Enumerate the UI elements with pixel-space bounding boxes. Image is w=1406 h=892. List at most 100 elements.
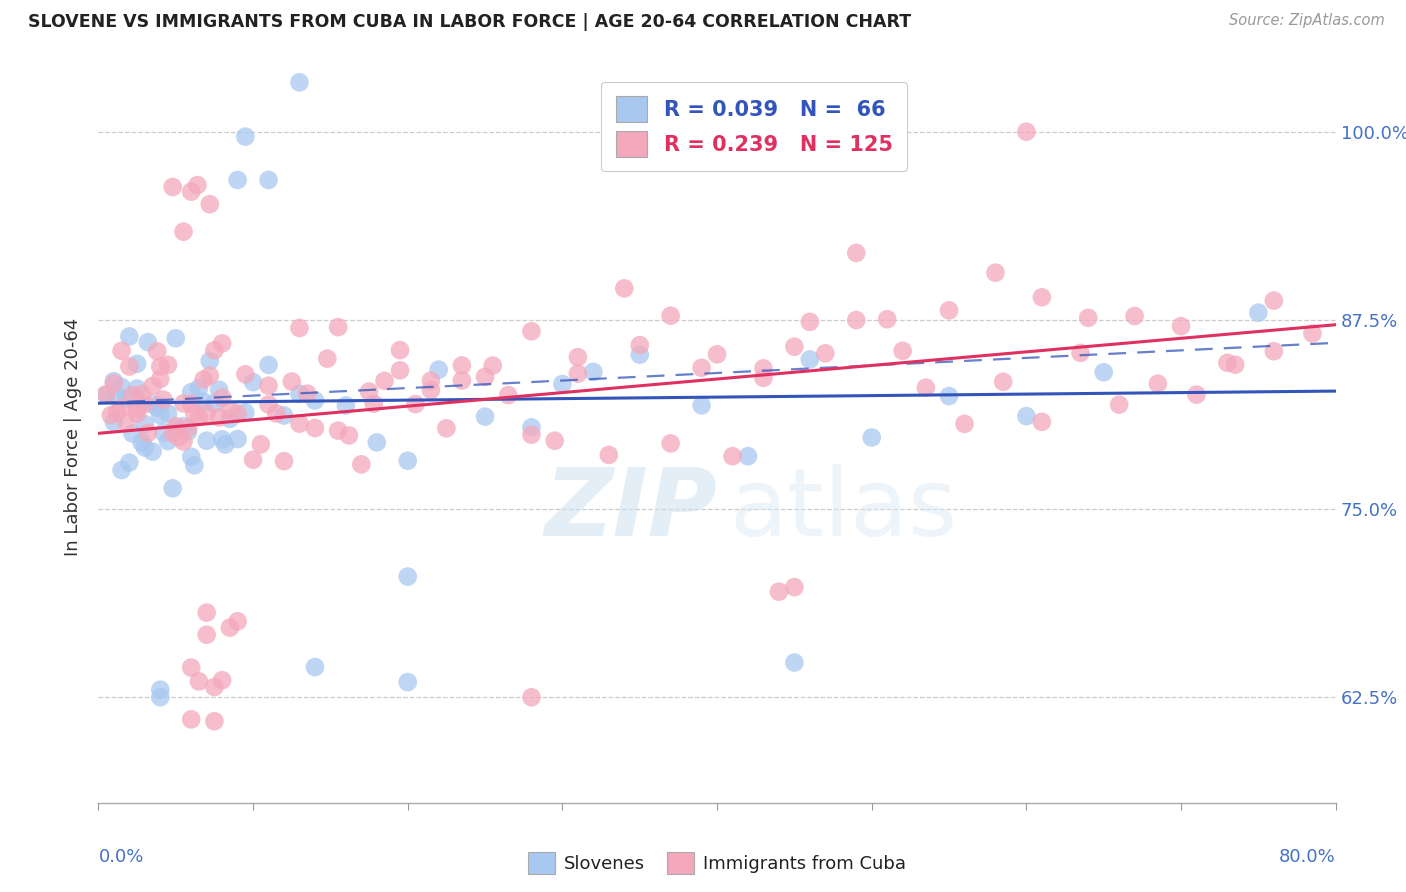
Point — [1031, 415, 1053, 429]
Point — [481, 359, 505, 373]
Point — [149, 409, 172, 423]
Point — [103, 415, 125, 429]
Point — [180, 397, 202, 411]
Point — [1092, 365, 1115, 379]
Point — [1263, 293, 1285, 308]
Point — [165, 331, 187, 345]
Point — [1108, 398, 1130, 412]
Point — [474, 409, 496, 424]
Point — [105, 388, 128, 402]
Point — [567, 350, 589, 364]
Point — [204, 343, 226, 358]
Point — [204, 680, 226, 694]
Point — [134, 441, 156, 455]
Point — [266, 406, 288, 420]
Point — [180, 185, 202, 199]
Point — [257, 173, 280, 187]
Point — [582, 365, 605, 379]
Point — [103, 376, 125, 391]
Point — [357, 384, 380, 399]
Point — [427, 362, 450, 376]
Point — [134, 397, 156, 411]
Point — [450, 359, 472, 373]
Point — [173, 396, 195, 410]
Point — [520, 690, 543, 705]
Point — [953, 417, 976, 431]
Point — [183, 458, 205, 473]
Point — [628, 348, 651, 362]
Text: 80.0%: 80.0% — [1279, 848, 1336, 866]
Point — [226, 432, 249, 446]
Point — [498, 388, 520, 402]
Point — [211, 432, 233, 446]
Point — [690, 360, 713, 375]
Point — [96, 387, 118, 401]
Point — [1302, 326, 1324, 341]
Point — [891, 343, 914, 358]
Point — [105, 406, 128, 420]
Point — [121, 426, 143, 441]
Point — [149, 359, 172, 374]
Point — [915, 381, 938, 395]
Point — [111, 380, 134, 394]
Point — [1031, 290, 1053, 304]
Point — [152, 425, 174, 440]
Point — [180, 385, 202, 400]
Point — [288, 321, 311, 335]
Point — [198, 354, 221, 368]
Point — [396, 675, 419, 690]
Point — [721, 449, 744, 463]
Point — [752, 361, 775, 376]
Point — [257, 358, 280, 372]
Point — [152, 392, 174, 407]
Point — [304, 393, 326, 408]
Point — [288, 386, 311, 401]
Point — [118, 329, 141, 343]
Point — [149, 682, 172, 697]
Point — [938, 389, 960, 403]
Point — [186, 178, 208, 192]
Point — [180, 712, 202, 726]
Point — [783, 656, 806, 670]
Point — [157, 358, 180, 372]
Point — [436, 421, 458, 435]
Point — [350, 458, 373, 472]
Point — [162, 481, 184, 495]
Point — [281, 375, 304, 389]
Point — [257, 378, 280, 392]
Point — [193, 395, 215, 409]
Point — [173, 434, 195, 449]
Point — [111, 401, 134, 415]
Point — [235, 368, 257, 382]
Point — [183, 407, 205, 421]
Point — [115, 392, 138, 406]
Point — [1069, 346, 1091, 360]
Point — [419, 374, 441, 388]
Point — [195, 406, 218, 420]
Point — [173, 225, 195, 239]
Point — [142, 397, 165, 411]
Point — [180, 450, 202, 464]
Point — [118, 456, 141, 470]
Point — [326, 320, 350, 334]
Point — [198, 197, 221, 211]
Point — [613, 281, 636, 295]
Point — [121, 388, 143, 402]
Point — [450, 374, 472, 388]
Point — [195, 628, 218, 642]
Point — [1263, 344, 1285, 359]
Point — [250, 437, 273, 451]
Legend: Slovenes, Immigrants from Cuba: Slovenes, Immigrants from Cuba — [520, 845, 914, 881]
Point — [845, 246, 868, 260]
Point — [659, 436, 682, 450]
Point — [1123, 309, 1146, 323]
Point — [127, 357, 149, 371]
Point — [226, 615, 249, 629]
Point — [136, 335, 159, 350]
Point — [598, 448, 620, 462]
Point — [214, 437, 236, 451]
Text: ZIP: ZIP — [544, 464, 717, 557]
Point — [157, 406, 180, 420]
Point — [127, 382, 149, 396]
Point — [1015, 409, 1038, 424]
